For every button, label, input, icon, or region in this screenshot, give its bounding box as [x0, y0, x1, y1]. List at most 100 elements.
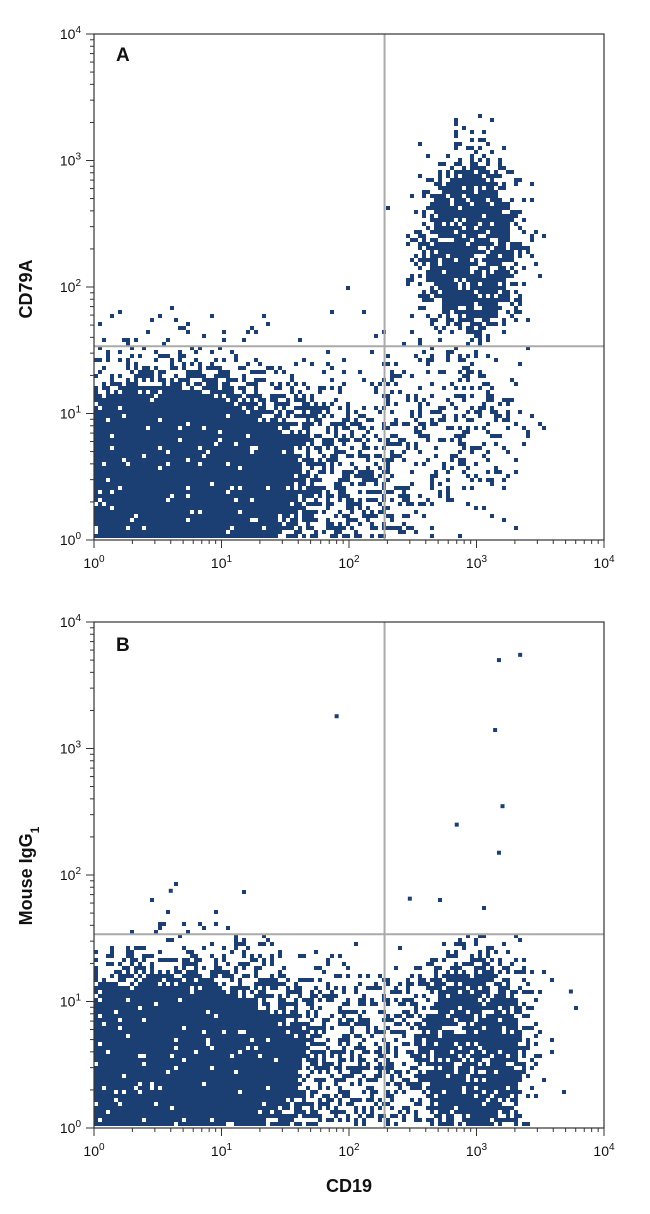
density-cell — [174, 970, 178, 974]
density-cell — [490, 262, 494, 266]
density-cell — [174, 1082, 178, 1086]
density-cell — [170, 534, 174, 538]
density-cell — [158, 1078, 162, 1082]
density-cell — [482, 402, 486, 406]
density-cell — [314, 462, 318, 466]
density-cell — [102, 1046, 106, 1050]
density-cell — [246, 478, 250, 482]
density-cell — [142, 406, 146, 410]
density-cell — [302, 394, 306, 398]
density-cell — [274, 418, 278, 422]
density-cell — [186, 522, 190, 526]
density-cell — [374, 446, 378, 450]
density-cell — [126, 1062, 130, 1066]
density-cell — [334, 446, 338, 450]
density-cell — [306, 414, 310, 418]
density-cell — [170, 994, 174, 998]
density-cell — [202, 490, 206, 494]
density-cell — [338, 406, 342, 410]
density-cell — [134, 442, 138, 446]
density-cell — [350, 454, 354, 458]
density-cell — [154, 494, 158, 498]
density-cell — [190, 1018, 194, 1022]
density-cell — [130, 470, 134, 474]
density-cell — [182, 1006, 186, 1010]
density-cell — [294, 478, 298, 482]
density-cell — [206, 458, 210, 462]
density-cell — [102, 990, 106, 994]
density-cell — [230, 502, 234, 506]
density-cell — [498, 166, 502, 170]
density-cell — [118, 382, 122, 386]
density-cell — [282, 494, 286, 498]
density-cell — [166, 970, 170, 974]
density-cell — [494, 274, 498, 278]
density-cell — [242, 422, 246, 426]
density-cell — [202, 1110, 206, 1114]
density-cell — [154, 446, 158, 450]
density-cell — [386, 354, 390, 358]
density-cell — [174, 478, 178, 482]
density-cell — [286, 462, 290, 466]
density-cell — [426, 270, 430, 274]
density-cell — [462, 358, 466, 362]
density-cell — [126, 442, 130, 446]
density-cell — [282, 442, 286, 446]
density-cell — [490, 234, 494, 238]
density-cell — [154, 434, 158, 438]
density-cell — [206, 466, 210, 470]
density-cell — [418, 266, 422, 270]
density-cell — [194, 1114, 198, 1118]
density-cell — [98, 1078, 102, 1082]
density-cell — [370, 510, 374, 514]
density-cell — [110, 534, 114, 538]
density-cell — [234, 1122, 238, 1126]
density-cell — [218, 1014, 222, 1018]
density-cell — [482, 182, 486, 186]
density-cell — [458, 450, 462, 454]
density-cell — [258, 362, 262, 366]
density-cell — [126, 1122, 130, 1126]
density-cell — [138, 966, 142, 970]
density-cell — [258, 526, 262, 530]
density-cell — [254, 378, 258, 382]
density-cell — [234, 438, 238, 442]
density-cell — [178, 1014, 182, 1018]
density-cell — [406, 526, 410, 530]
density-cell — [222, 494, 226, 498]
density-cell — [202, 1118, 206, 1122]
density-cell — [106, 1074, 110, 1078]
density-cell — [214, 1082, 218, 1086]
density-cell — [446, 486, 450, 490]
density-cell — [146, 402, 150, 406]
density-cell — [162, 442, 166, 446]
density-cell — [134, 1042, 138, 1046]
density-cell — [238, 1034, 242, 1038]
density-cell — [238, 514, 242, 518]
density-cell — [154, 1078, 158, 1082]
density-cell — [214, 494, 218, 498]
density-cell — [458, 442, 462, 446]
density-cell — [198, 490, 202, 494]
density-cell — [442, 194, 446, 198]
density-cell — [190, 522, 194, 526]
density-cell — [158, 986, 162, 990]
density-cell — [166, 402, 170, 406]
density-cell — [418, 342, 422, 346]
density-cell — [190, 982, 194, 986]
density-cell — [134, 390, 138, 394]
density-cell — [234, 1106, 238, 1110]
density-cell — [386, 398, 390, 402]
density-cell — [130, 474, 134, 478]
density-cell — [142, 1002, 146, 1006]
density-cell — [282, 406, 286, 410]
density-cell — [138, 1034, 142, 1038]
density-cell — [246, 402, 250, 406]
density-cell — [98, 446, 102, 450]
density-cell — [190, 526, 194, 530]
density-cell — [206, 494, 210, 498]
density-cell — [458, 258, 462, 262]
density-cell — [234, 530, 238, 534]
density-cell — [186, 1034, 190, 1038]
